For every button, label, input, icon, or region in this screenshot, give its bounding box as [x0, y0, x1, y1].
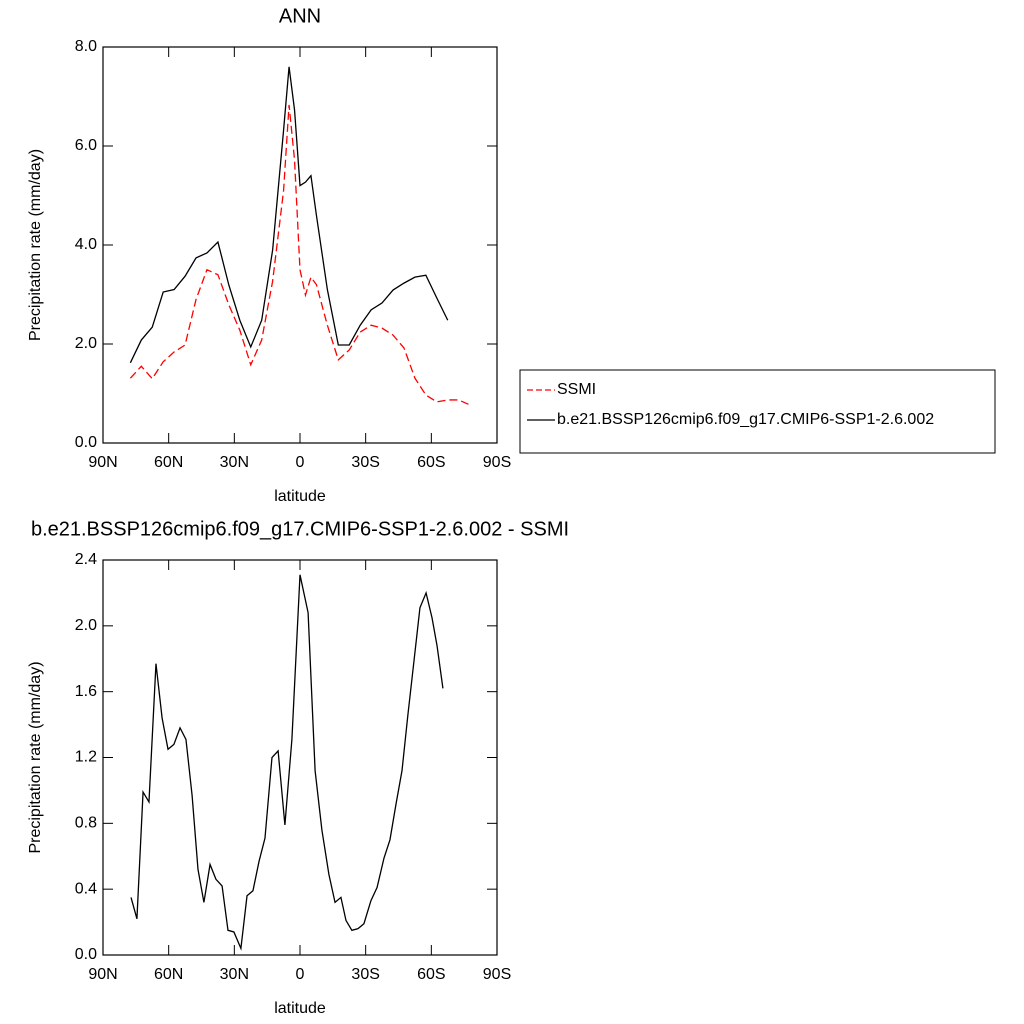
x-tick-label: 90S — [483, 454, 511, 471]
chart-title: b.e21.BSSP126cmip6.f09_g17.CMIP6-SSP1-2.… — [31, 518, 569, 540]
y-tick-label: 1.6 — [75, 683, 97, 700]
plot-frame — [102, 46, 498, 444]
chart-title: ANN — [279, 5, 321, 27]
x-tick-label: 60S — [417, 454, 445, 471]
legend-box — [519, 369, 996, 454]
y-tick-label: 2.4 — [75, 551, 97, 568]
y-tick-label: 1.2 — [75, 749, 97, 766]
x-tick-label: 90S — [483, 966, 511, 983]
data-line — [129, 66, 449, 364]
y-tick-label: 8.0 — [75, 38, 97, 55]
y-tick-label: 4.0 — [75, 236, 97, 253]
y-tick-label: 2.0 — [75, 335, 97, 352]
x-tick-label: 30N — [220, 966, 249, 983]
x-tick-label: 90N — [88, 966, 117, 983]
x-tick-label: 30N — [220, 454, 249, 471]
x-tick-label: 0 — [296, 966, 305, 983]
y-axis-label: Precipitation rate (mm/day) — [27, 149, 44, 341]
y-tick-label: 2.0 — [75, 617, 97, 634]
x-tick-label: 60N — [154, 966, 183, 983]
x-tick-label: 60N — [154, 454, 183, 471]
y-tick-label: 0.4 — [75, 880, 97, 897]
plot-frame — [102, 559, 498, 956]
x-tick-label: 60S — [417, 966, 445, 983]
x-tick-label: 0 — [296, 454, 305, 471]
x-axis-label: latitude — [274, 488, 326, 505]
legend-label: SSMI — [557, 381, 596, 398]
x-tick-label: 90N — [88, 454, 117, 471]
y-tick-label: 6.0 — [75, 137, 97, 154]
y-tick-label: 0.0 — [75, 946, 97, 963]
x-tick-label: 30S — [351, 454, 379, 471]
x-axis-label: latitude — [274, 1000, 326, 1017]
data-line — [130, 574, 444, 951]
y-axis-label: Precipitation rate (mm/day) — [27, 661, 44, 853]
x-tick-label: 30S — [351, 966, 379, 983]
y-tick-label: 0.8 — [75, 815, 97, 832]
legend-label: b.e21.BSSP126cmip6.f09_g17.CMIP6-SSP1-2.… — [557, 411, 934, 428]
data-line — [129, 104, 470, 406]
y-tick-label: 0.0 — [75, 434, 97, 451]
